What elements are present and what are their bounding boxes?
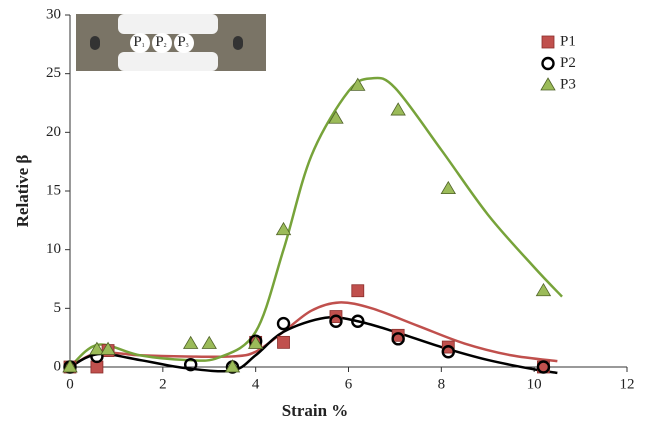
legend-label: P2 [560,55,576,71]
marker-triangle [350,77,366,91]
x-tick-label: 0 [66,376,74,392]
inset-grip [118,52,218,71]
x-tick-label: 12 [620,376,635,392]
inset-label: P3 [177,34,188,50]
fit-curve [69,315,558,375]
marker-circle [183,357,198,372]
marker-circle [441,345,455,359]
y-tick-label: 25 [46,65,61,81]
x-tick-label: 4 [252,376,260,392]
y-axis-title: Relative β [13,155,32,228]
legend-label: P1 [560,33,576,49]
inset-grip [118,14,218,34]
inset-hole [90,36,100,50]
y-tick-label: 15 [46,182,61,198]
marker-circle [391,332,405,346]
inset-label-sub: 3 [186,43,189,49]
marker-triangle [247,335,264,349]
marker-circle [276,316,291,331]
inset-label: P1 [133,34,144,50]
inset-label-base: P [133,34,141,50]
marker-circle [329,314,343,328]
y-tick-label: 30 [46,6,61,22]
x-axis-title: Strain % [282,401,349,420]
marker-circle [541,56,555,71]
marker-triangle [224,359,241,373]
marker-circle [351,314,365,328]
y-tick-label: 5 [54,300,62,316]
x-tick-label: 2 [159,376,167,392]
inset-photo [76,14,266,71]
inset-label-sub: 2 [164,43,167,49]
inset-hole [233,36,243,50]
inset-label-sub: 1 [142,43,145,49]
y-tick-label: 10 [46,241,61,257]
marker-triangle [89,341,105,355]
legend-label: P3 [560,76,576,92]
marker-square [351,284,365,298]
legend-item: P2 [541,55,576,71]
marker-triangle [390,102,406,116]
inset-label-base: P [155,34,163,50]
inset-marker [174,33,194,53]
fit-curve [69,301,558,369]
x-tick-label: 10 [527,376,542,392]
y-tick-label: 0 [54,358,62,374]
marker-square [541,35,555,49]
marker-circle [536,360,551,374]
marker-triangle [540,77,556,91]
x-tick-label: 6 [345,376,353,392]
marker-triangle [62,359,78,373]
inset-label-base: P [177,34,185,50]
marker-square [277,335,290,349]
x-tick-label: 8 [438,376,446,392]
marker-triangle [201,335,217,349]
marker-triangle [440,180,456,195]
marker-square [391,328,405,342]
marker-triangle [182,335,199,349]
legend-item: P3 [540,76,576,92]
inset-marker [130,33,150,53]
marker-triangle [535,282,552,297]
marker-triangle [100,341,116,355]
inset-marker [152,33,172,53]
y-tick-label: 20 [46,124,61,140]
fit-curve [69,76,563,368]
legend-item: P1 [541,33,576,49]
inset-label: P2 [155,34,166,50]
marker-triangle [328,110,344,124]
marker-triangle [275,221,292,236]
